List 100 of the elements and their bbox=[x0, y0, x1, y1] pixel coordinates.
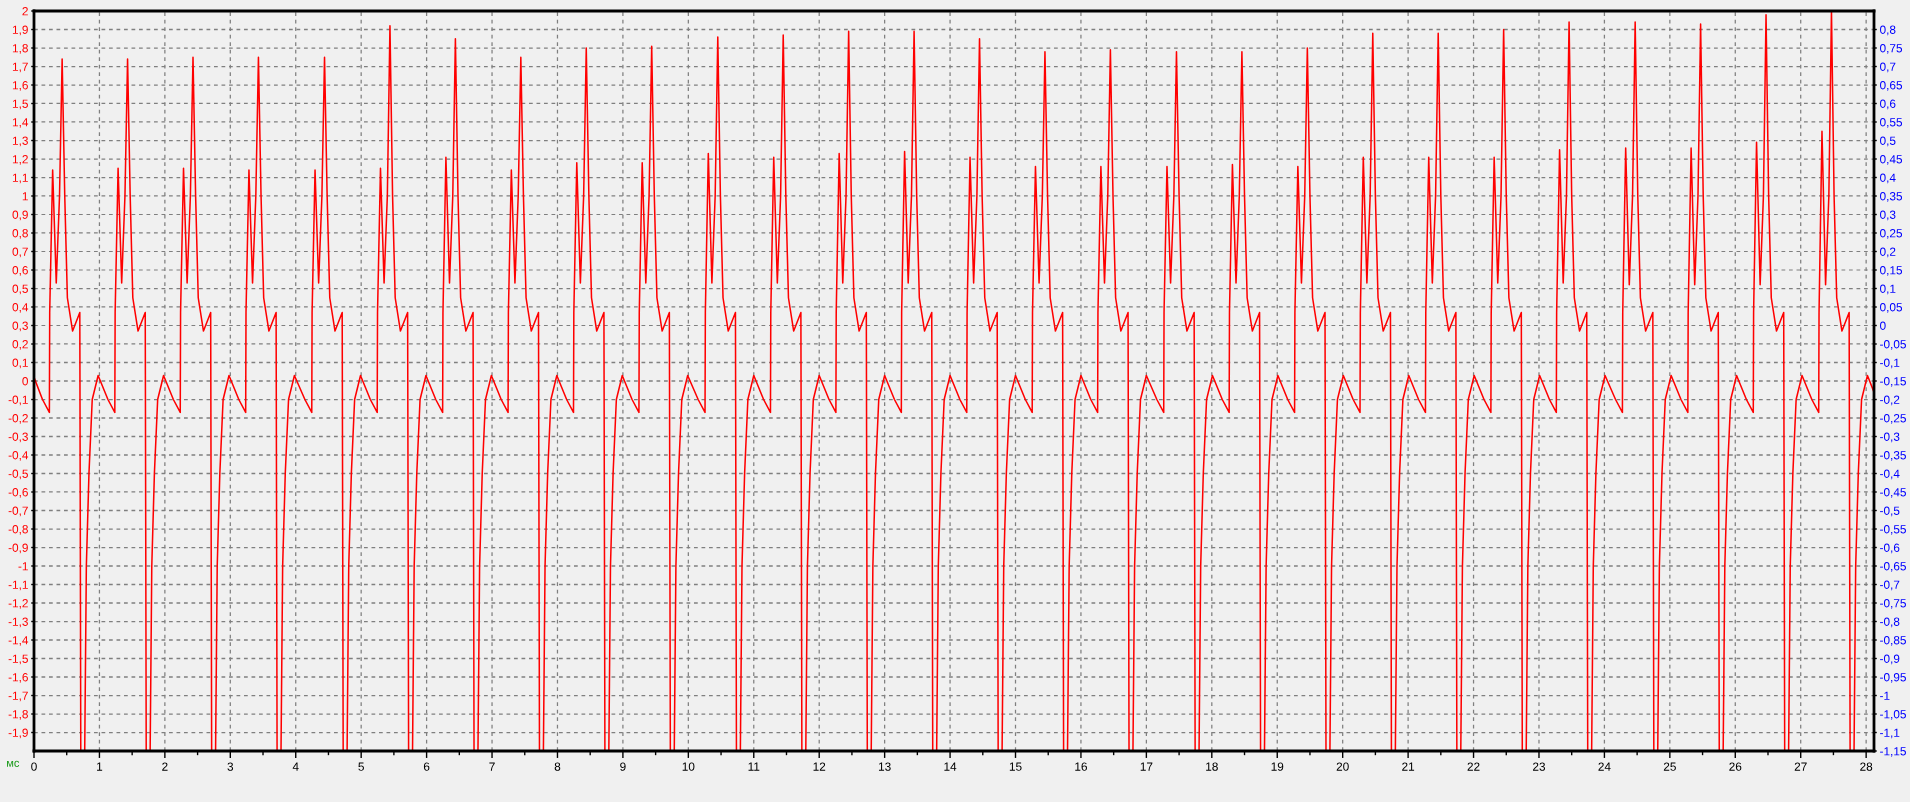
y-tick-label: -1,3 bbox=[8, 617, 28, 628]
y-tick-label: 1,1 bbox=[12, 173, 28, 184]
y-tick-label: 0,8 bbox=[12, 229, 28, 239]
y2-tick-label: -0,85 bbox=[1880, 636, 1906, 646]
y-tick-label: 1,2 bbox=[12, 155, 28, 165]
y-tick-label: -1,6 bbox=[8, 673, 28, 683]
y2-tick-label: -0,8 bbox=[1880, 617, 1900, 628]
x-tick-label: 4 bbox=[292, 762, 299, 771]
y-tick-label: 0,2 bbox=[12, 340, 28, 350]
y-tick-label: 1,7 bbox=[12, 62, 28, 73]
y-tick-label: -1 bbox=[18, 562, 28, 571]
x-tick-label: 0 bbox=[31, 762, 37, 771]
y2-tick-label: -0,75 bbox=[1880, 599, 1906, 609]
x-tick-label: 27 bbox=[1794, 762, 1807, 771]
x-tick-label: 12 bbox=[813, 762, 826, 771]
y2-tick-label: -0,3 bbox=[1880, 432, 1900, 443]
x-tick-label: 25 bbox=[1663, 762, 1676, 771]
y2-tick-label: 0,25 bbox=[1880, 229, 1903, 239]
x-tick-label: 24 bbox=[1598, 762, 1611, 771]
x-tick-label: 8 bbox=[554, 762, 561, 771]
y2-tick-label: -0,95 bbox=[1880, 673, 1906, 683]
y-tick-label: -1,1 bbox=[8, 580, 28, 591]
x-tick-label: 6 bbox=[423, 762, 430, 771]
y-tick-label: 0,1 bbox=[12, 358, 28, 369]
y-tick-label: -0,5 bbox=[8, 469, 28, 480]
y2-tick-label: -0,05 bbox=[1880, 340, 1906, 350]
y-tick-label: -1,5 bbox=[8, 654, 28, 665]
y2-tick-label: -0,35 bbox=[1880, 451, 1906, 461]
x-tick-label: 20 bbox=[1336, 762, 1349, 771]
x-tick-label: 9 bbox=[620, 762, 626, 771]
y2-tick-label: 0,15 bbox=[1880, 266, 1903, 276]
y2-tick-label: 0,35 bbox=[1880, 192, 1903, 202]
y2-tick-label: 0,1 bbox=[1880, 284, 1896, 295]
y2-tick-label: 0,45 bbox=[1880, 155, 1903, 165]
x-tick-label: 2 bbox=[162, 762, 168, 771]
y-tick-label: 1,5 bbox=[12, 99, 28, 110]
y2-tick-label: -0,55 bbox=[1880, 525, 1906, 535]
y2-tick-label: 0,8 bbox=[1880, 25, 1896, 36]
y2-tick-label: 0,6 bbox=[1880, 99, 1896, 110]
y2-tick-label: -0,45 bbox=[1880, 488, 1906, 498]
y2-tick-label: 0,65 bbox=[1880, 81, 1903, 91]
y-tick-label: 1,9 bbox=[12, 25, 28, 36]
y-tick-label: -1,8 bbox=[8, 710, 28, 720]
x-tick-label: 19 bbox=[1271, 762, 1284, 771]
y2-tick-label: -1,05 bbox=[1880, 710, 1906, 720]
y2-tick-label: 0,05 bbox=[1880, 303, 1903, 313]
y2-tick-label: 0,7 bbox=[1880, 62, 1896, 73]
y2-tick-label: -0,9 bbox=[1880, 654, 1900, 665]
y-tick-label: 0,7 bbox=[12, 247, 28, 258]
x-tick-label: 22 bbox=[1467, 762, 1480, 771]
x-tick-label: 14 bbox=[944, 762, 957, 771]
y2-tick-label: -0,4 bbox=[1880, 469, 1900, 480]
x-axis-title: мс bbox=[7, 760, 20, 767]
y2-tick-label: -0,15 bbox=[1880, 377, 1906, 387]
y-tick-label: -0,9 bbox=[8, 543, 28, 554]
y-tick-label: -0,7 bbox=[8, 506, 28, 517]
y2-tick-label: -0,6 bbox=[1880, 543, 1900, 554]
y-tick-label: -0,2 bbox=[8, 414, 28, 424]
y-tick-label: 0 bbox=[22, 377, 28, 386]
y-tick-label: 2 bbox=[22, 7, 28, 16]
x-tick-label: 13 bbox=[878, 762, 891, 771]
y-tick-label: 0,3 bbox=[12, 321, 28, 332]
y2-tick-label: -0,7 bbox=[1880, 580, 1900, 591]
x-tick-label: 17 bbox=[1140, 762, 1153, 771]
y-tick-label: 0,5 bbox=[12, 284, 28, 295]
x-tick-label: 7 bbox=[489, 762, 495, 771]
x-tick-label: 11 bbox=[748, 762, 760, 771]
y-tick-label: 0,4 bbox=[12, 303, 29, 313]
y-tick-label: -0,4 bbox=[8, 451, 29, 461]
y2-tick-label: 0,3 bbox=[1880, 210, 1896, 221]
line-series bbox=[34, 11, 1874, 751]
y2-tick-label: 0 bbox=[1880, 321, 1886, 330]
y2-tick-label: -1,15 bbox=[1880, 747, 1906, 757]
y-tick-label: -0,3 bbox=[8, 432, 28, 443]
y-tick-label: -0,8 bbox=[8, 525, 28, 535]
y2-tick-label: -1,1 bbox=[1880, 728, 1900, 739]
y-tick-label: -1,4 bbox=[8, 636, 29, 646]
y2-tick-label: -1 bbox=[1880, 691, 1890, 700]
y2-tick-label: -0,5 bbox=[1880, 506, 1900, 517]
y2-tick-label: -0,25 bbox=[1880, 414, 1906, 424]
y-tick-label: -0,6 bbox=[8, 488, 28, 498]
y2-tick-label: 0,75 bbox=[1880, 44, 1903, 54]
y-tick-label: -0,1 bbox=[8, 395, 28, 406]
y-tick-label: -1,2 bbox=[8, 599, 28, 609]
x-tick-label: 3 bbox=[227, 762, 234, 771]
y-tick-label: 1,4 bbox=[12, 118, 29, 128]
y2-tick-label: -0,2 bbox=[1880, 395, 1900, 406]
y2-tick-label: 0,2 bbox=[1880, 247, 1896, 258]
y-tick-label: 1,3 bbox=[12, 136, 28, 147]
y-tick-label: 0,6 bbox=[12, 266, 28, 276]
x-tick-label: 26 bbox=[1729, 762, 1742, 771]
y-tick-label: 1 bbox=[22, 192, 28, 201]
x-tick-label: 10 bbox=[682, 762, 695, 771]
y2-tick-label: -0,1 bbox=[1880, 358, 1900, 369]
x-tick-label: 1 bbox=[97, 762, 103, 771]
y-tick-label: -1,7 bbox=[8, 691, 28, 702]
x-tick-label: 21 bbox=[1402, 762, 1415, 771]
x-tick-label: 23 bbox=[1533, 762, 1546, 771]
y2-tick-label: 0,55 bbox=[1880, 118, 1903, 128]
x-tick-label: 15 bbox=[1009, 762, 1022, 771]
